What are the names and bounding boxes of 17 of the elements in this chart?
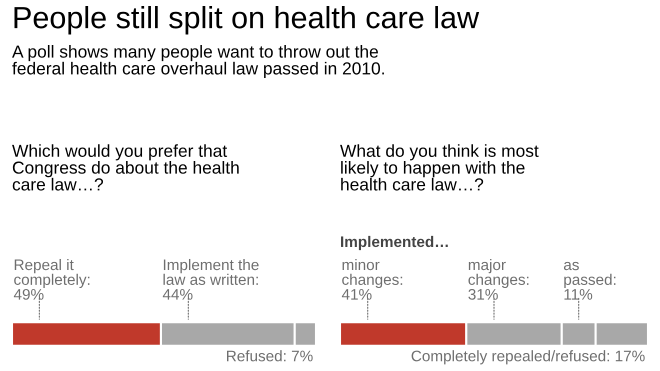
text: Repeal it completely: xyxy=(14,258,90,288)
data-label: 41% xyxy=(342,289,372,300)
text: A poll shows many people want to throw out the federal health care overhaul law passed in 2010. xyxy=(12,45,384,78)
data-label: 44% xyxy=(162,289,193,300)
text: as passed: xyxy=(564,262,616,288)
text: Completely repealed/refused: 17% xyxy=(412,350,645,364)
text: Implemented… xyxy=(341,236,448,250)
text: major changes: xyxy=(468,258,528,288)
data-label: 49% xyxy=(14,288,44,300)
data-label: 31% xyxy=(468,288,498,300)
chart-title: What do you think is most likely to happen with the health care law…? xyxy=(340,144,539,191)
chart-title: Which would you prefer that Congress do about the health care law…? xyxy=(12,144,239,191)
text: People still split on health care law xyxy=(14,6,480,34)
text: Refused: 7% xyxy=(227,350,313,362)
data-label: 11% xyxy=(564,289,592,300)
text: Implement the law as written: xyxy=(164,258,259,285)
text: minor changes: xyxy=(342,258,402,288)
